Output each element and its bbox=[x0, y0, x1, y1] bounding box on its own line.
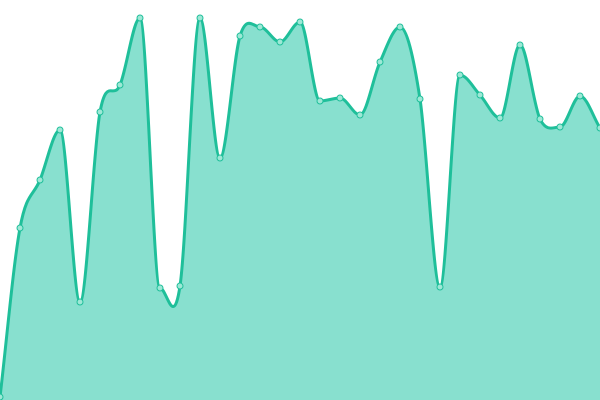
data-point bbox=[36, 176, 44, 184]
data-point bbox=[176, 282, 184, 290]
data-point bbox=[536, 115, 544, 123]
area-fill bbox=[0, 18, 600, 400]
data-point bbox=[496, 114, 504, 122]
data-point bbox=[16, 224, 24, 232]
data-point bbox=[576, 92, 584, 100]
data-point bbox=[436, 283, 444, 291]
data-point bbox=[476, 91, 484, 99]
data-point bbox=[396, 23, 404, 31]
data-point bbox=[556, 123, 564, 131]
data-point bbox=[316, 97, 324, 105]
data-point bbox=[456, 71, 464, 79]
data-point bbox=[296, 18, 304, 26]
data-points bbox=[0, 14, 600, 400]
data-point bbox=[136, 14, 144, 22]
data-point bbox=[96, 108, 104, 116]
data-point bbox=[76, 298, 84, 306]
data-point bbox=[196, 14, 204, 22]
data-point bbox=[516, 41, 524, 49]
data-point bbox=[356, 111, 364, 119]
series-line bbox=[0, 16, 600, 398]
data-point bbox=[156, 284, 164, 292]
data-point bbox=[416, 95, 424, 103]
data-point bbox=[116, 81, 124, 89]
data-point bbox=[376, 58, 384, 66]
data-point bbox=[256, 23, 264, 31]
data-point bbox=[596, 124, 600, 132]
data-point bbox=[56, 126, 64, 134]
data-point bbox=[336, 94, 344, 102]
data-point bbox=[0, 393, 4, 400]
data-point bbox=[236, 32, 244, 40]
data-point bbox=[216, 154, 224, 162]
data-point bbox=[276, 38, 284, 46]
